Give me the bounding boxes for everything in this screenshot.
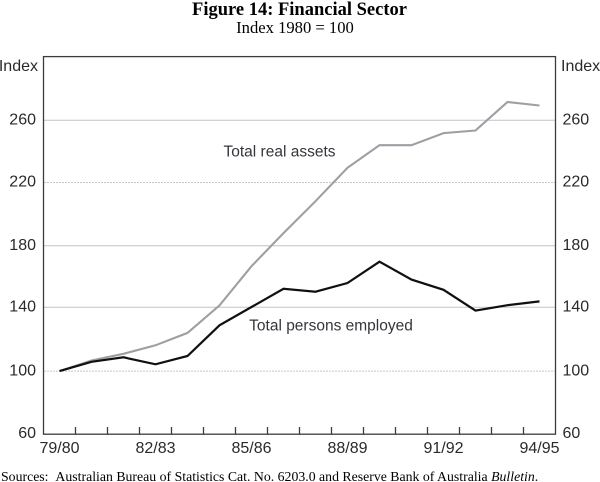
- svg-text:220: 220: [563, 174, 590, 191]
- svg-text:260: 260: [9, 112, 36, 129]
- svg-text:85/86: 85/86: [231, 440, 271, 457]
- svg-text:79/80: 79/80: [39, 440, 79, 457]
- svg-text:60: 60: [18, 425, 36, 442]
- svg-text:Total persons employed: Total persons employed: [249, 318, 413, 335]
- svg-text:220: 220: [9, 174, 36, 191]
- svg-text:60: 60: [563, 425, 581, 442]
- svg-text:94/95: 94/95: [519, 440, 559, 457]
- svg-text:Total real assets: Total real assets: [224, 144, 336, 161]
- svg-text:91/92: 91/92: [423, 440, 463, 457]
- svg-text:100: 100: [9, 362, 36, 379]
- svg-text:Figure 14: Financial Sector: Figure 14: Financial Sector: [192, 0, 407, 20]
- svg-text:Index: Index: [0, 58, 38, 75]
- svg-text:88/89: 88/89: [327, 440, 367, 457]
- svg-text:140: 140: [563, 299, 590, 316]
- svg-text:180: 180: [563, 237, 590, 254]
- svg-text:140: 140: [9, 299, 36, 316]
- svg-text:Index: Index: [561, 58, 600, 75]
- svg-text:180: 180: [9, 237, 36, 254]
- svg-text:82/83: 82/83: [135, 440, 175, 457]
- svg-text:Index 1980 = 100: Index 1980 = 100: [236, 18, 354, 37]
- svg-text:Sources: Australian Bureau of: Sources: Australian Bureau of Statistics…: [1, 469, 538, 482]
- svg-text:260: 260: [563, 112, 590, 129]
- svg-text:100: 100: [563, 362, 590, 379]
